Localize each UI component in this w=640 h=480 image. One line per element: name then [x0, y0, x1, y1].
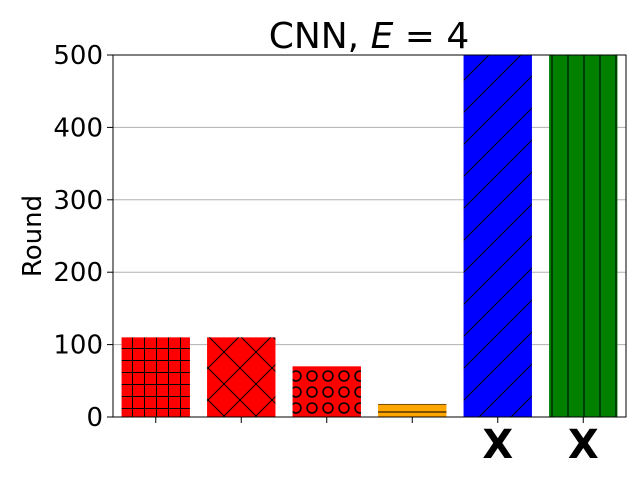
y-tick-label: 400 — [53, 113, 103, 143]
bar-unfinished-mark: X — [482, 422, 513, 468]
plot-frame — [112, 54, 627, 418]
y-tick-label: 0 — [86, 403, 103, 433]
bar — [463, 55, 532, 417]
y-axis-label: Round — [18, 195, 48, 277]
bar-layer — [121, 55, 618, 417]
y-tick-label: 200 — [53, 258, 103, 288]
y-tick-label: 100 — [53, 331, 103, 361]
bar — [121, 337, 190, 417]
y-tick-label: 500 — [53, 41, 103, 71]
chart-title: CNN, E = 4 — [269, 16, 470, 57]
bar — [549, 55, 618, 417]
bar — [207, 337, 276, 417]
axis-layer: 0 100 200 300 400 500 X X — [53, 41, 627, 468]
bar — [292, 366, 361, 417]
y-tick-label: 300 — [53, 186, 103, 216]
bar-unfinished-mark: X — [568, 422, 599, 468]
bar — [378, 403, 447, 417]
